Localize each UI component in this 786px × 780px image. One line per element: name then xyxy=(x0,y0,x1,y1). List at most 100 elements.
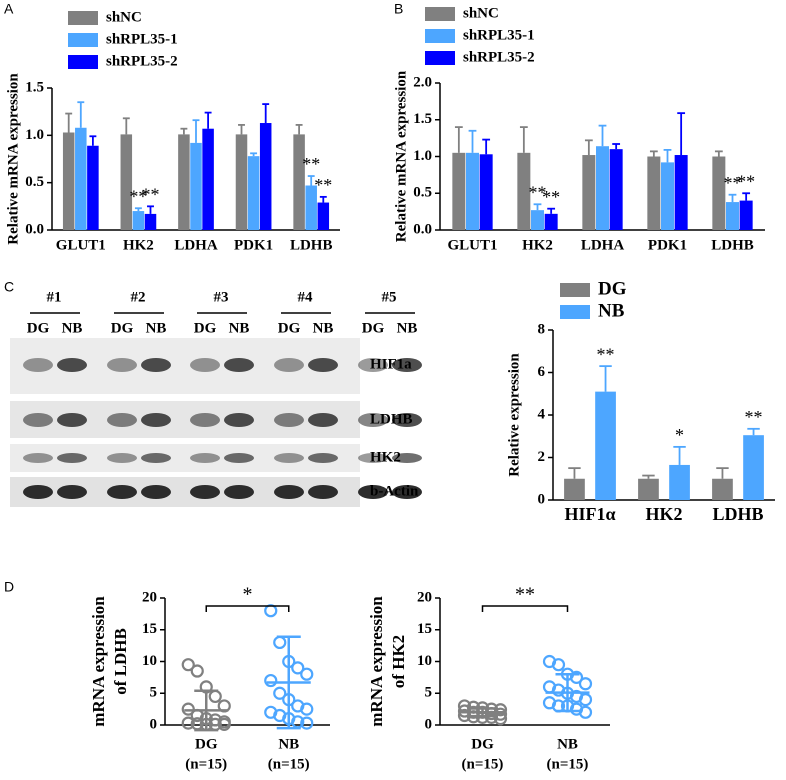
x-tick-label: HK2 xyxy=(123,237,154,253)
bar xyxy=(120,134,133,230)
panel-label: A xyxy=(4,1,14,17)
blot-band xyxy=(23,413,53,427)
panel-label: D xyxy=(4,579,14,595)
legend-label: shRPL35-2 xyxy=(106,53,178,69)
y-axis-label: Relative expression xyxy=(506,353,522,477)
bar xyxy=(647,156,661,230)
blot-band xyxy=(308,453,338,463)
legend-swatch xyxy=(425,51,455,65)
legend-label: NB xyxy=(598,300,625,321)
blot-band xyxy=(23,453,53,463)
y-axis-label: of LDHB xyxy=(111,628,130,695)
x-tick-label: HIF1α xyxy=(564,504,615,524)
y-tick-label: 20 xyxy=(417,589,432,605)
significance-bracket xyxy=(205,605,290,612)
legend-swatch xyxy=(425,7,455,21)
blot-band xyxy=(274,453,304,463)
y-tick-label: 4 xyxy=(538,406,546,422)
blot-band xyxy=(358,485,388,499)
x-tick-sublabel: (n=15) xyxy=(268,756,310,772)
point xyxy=(208,689,222,704)
legend-label: shRPL35-1 xyxy=(106,31,178,47)
legend-swatch xyxy=(560,283,590,297)
blot-band xyxy=(141,453,171,463)
blot-group: #5 xyxy=(382,289,397,305)
point xyxy=(181,716,195,730)
blot-lane: DG xyxy=(362,320,385,336)
significance: ** xyxy=(737,171,755,191)
significance-bracket xyxy=(481,605,569,612)
bar xyxy=(712,156,726,230)
blot-band-label: b-Actin xyxy=(370,483,419,499)
x-tick-label: LDHA xyxy=(581,237,625,253)
y-tick-label: 15 xyxy=(417,621,432,637)
blot-band xyxy=(392,413,422,427)
bar xyxy=(317,202,330,230)
blot-band xyxy=(274,358,304,372)
bar xyxy=(466,152,479,230)
point xyxy=(457,708,472,723)
blot-band xyxy=(392,453,422,463)
blot-band xyxy=(141,358,171,372)
blot-lane: DG xyxy=(27,320,50,336)
y-tick-label: 1.0 xyxy=(25,127,44,143)
bar xyxy=(544,213,558,230)
blot-band xyxy=(274,413,304,427)
point xyxy=(578,705,593,719)
significance: * xyxy=(675,425,684,445)
bar xyxy=(669,464,690,500)
blot-band xyxy=(107,413,137,427)
point xyxy=(551,658,566,672)
y-tick-label: 20 xyxy=(142,589,157,605)
blot-band xyxy=(23,485,53,499)
significance: * xyxy=(243,584,253,606)
blot-band xyxy=(224,413,254,427)
y-axis-label: Relative mRNA expression xyxy=(5,73,21,245)
x-tick-label: LDHB xyxy=(711,237,754,253)
point xyxy=(569,670,584,684)
blot-band xyxy=(392,358,422,372)
significance: ** xyxy=(314,175,332,195)
bar xyxy=(564,478,585,500)
blot-band xyxy=(190,413,220,427)
bar xyxy=(132,211,145,230)
blot-group: #1 xyxy=(47,289,62,305)
bar xyxy=(305,185,317,230)
bar xyxy=(596,146,609,230)
x-tick-sublabel: (n=15) xyxy=(547,756,589,772)
point xyxy=(190,664,204,678)
bar xyxy=(259,123,272,230)
significance: ** xyxy=(529,182,547,202)
blot-band xyxy=(308,358,338,372)
bar xyxy=(178,134,190,230)
blot-band xyxy=(224,453,254,463)
legend-swatch xyxy=(68,11,98,25)
blot-band xyxy=(224,358,254,372)
bar xyxy=(190,142,202,230)
panel-label: C xyxy=(4,279,14,295)
legend-label: shRPL35-2 xyxy=(463,49,535,65)
bar xyxy=(726,202,739,230)
x-tick-label: DG xyxy=(195,736,218,752)
blot-band xyxy=(57,453,87,463)
point xyxy=(273,635,287,650)
y-tick-label: 5 xyxy=(425,685,433,701)
panel-label: B xyxy=(394,1,403,17)
bar xyxy=(712,478,733,500)
y-tick-label: 1.0 xyxy=(413,148,432,164)
blot-group: #3 xyxy=(214,289,229,305)
x-tick-label: GLUT1 xyxy=(447,237,497,253)
blot-band-label: HK2 xyxy=(370,449,401,465)
blot-band xyxy=(224,485,254,499)
x-tick-label: LDHB xyxy=(290,237,333,253)
y-tick-label: 15 xyxy=(142,621,157,637)
x-tick-label: HK2 xyxy=(522,237,553,253)
x-tick-label: PDK1 xyxy=(234,237,273,253)
bar xyxy=(609,149,623,230)
point xyxy=(273,686,287,700)
y-tick-label: 0 xyxy=(425,716,433,732)
blot-lane: NB xyxy=(229,320,250,336)
x-tick-label: LDHB xyxy=(712,504,763,524)
bar xyxy=(293,134,305,230)
blot-lane: DG xyxy=(111,320,134,336)
